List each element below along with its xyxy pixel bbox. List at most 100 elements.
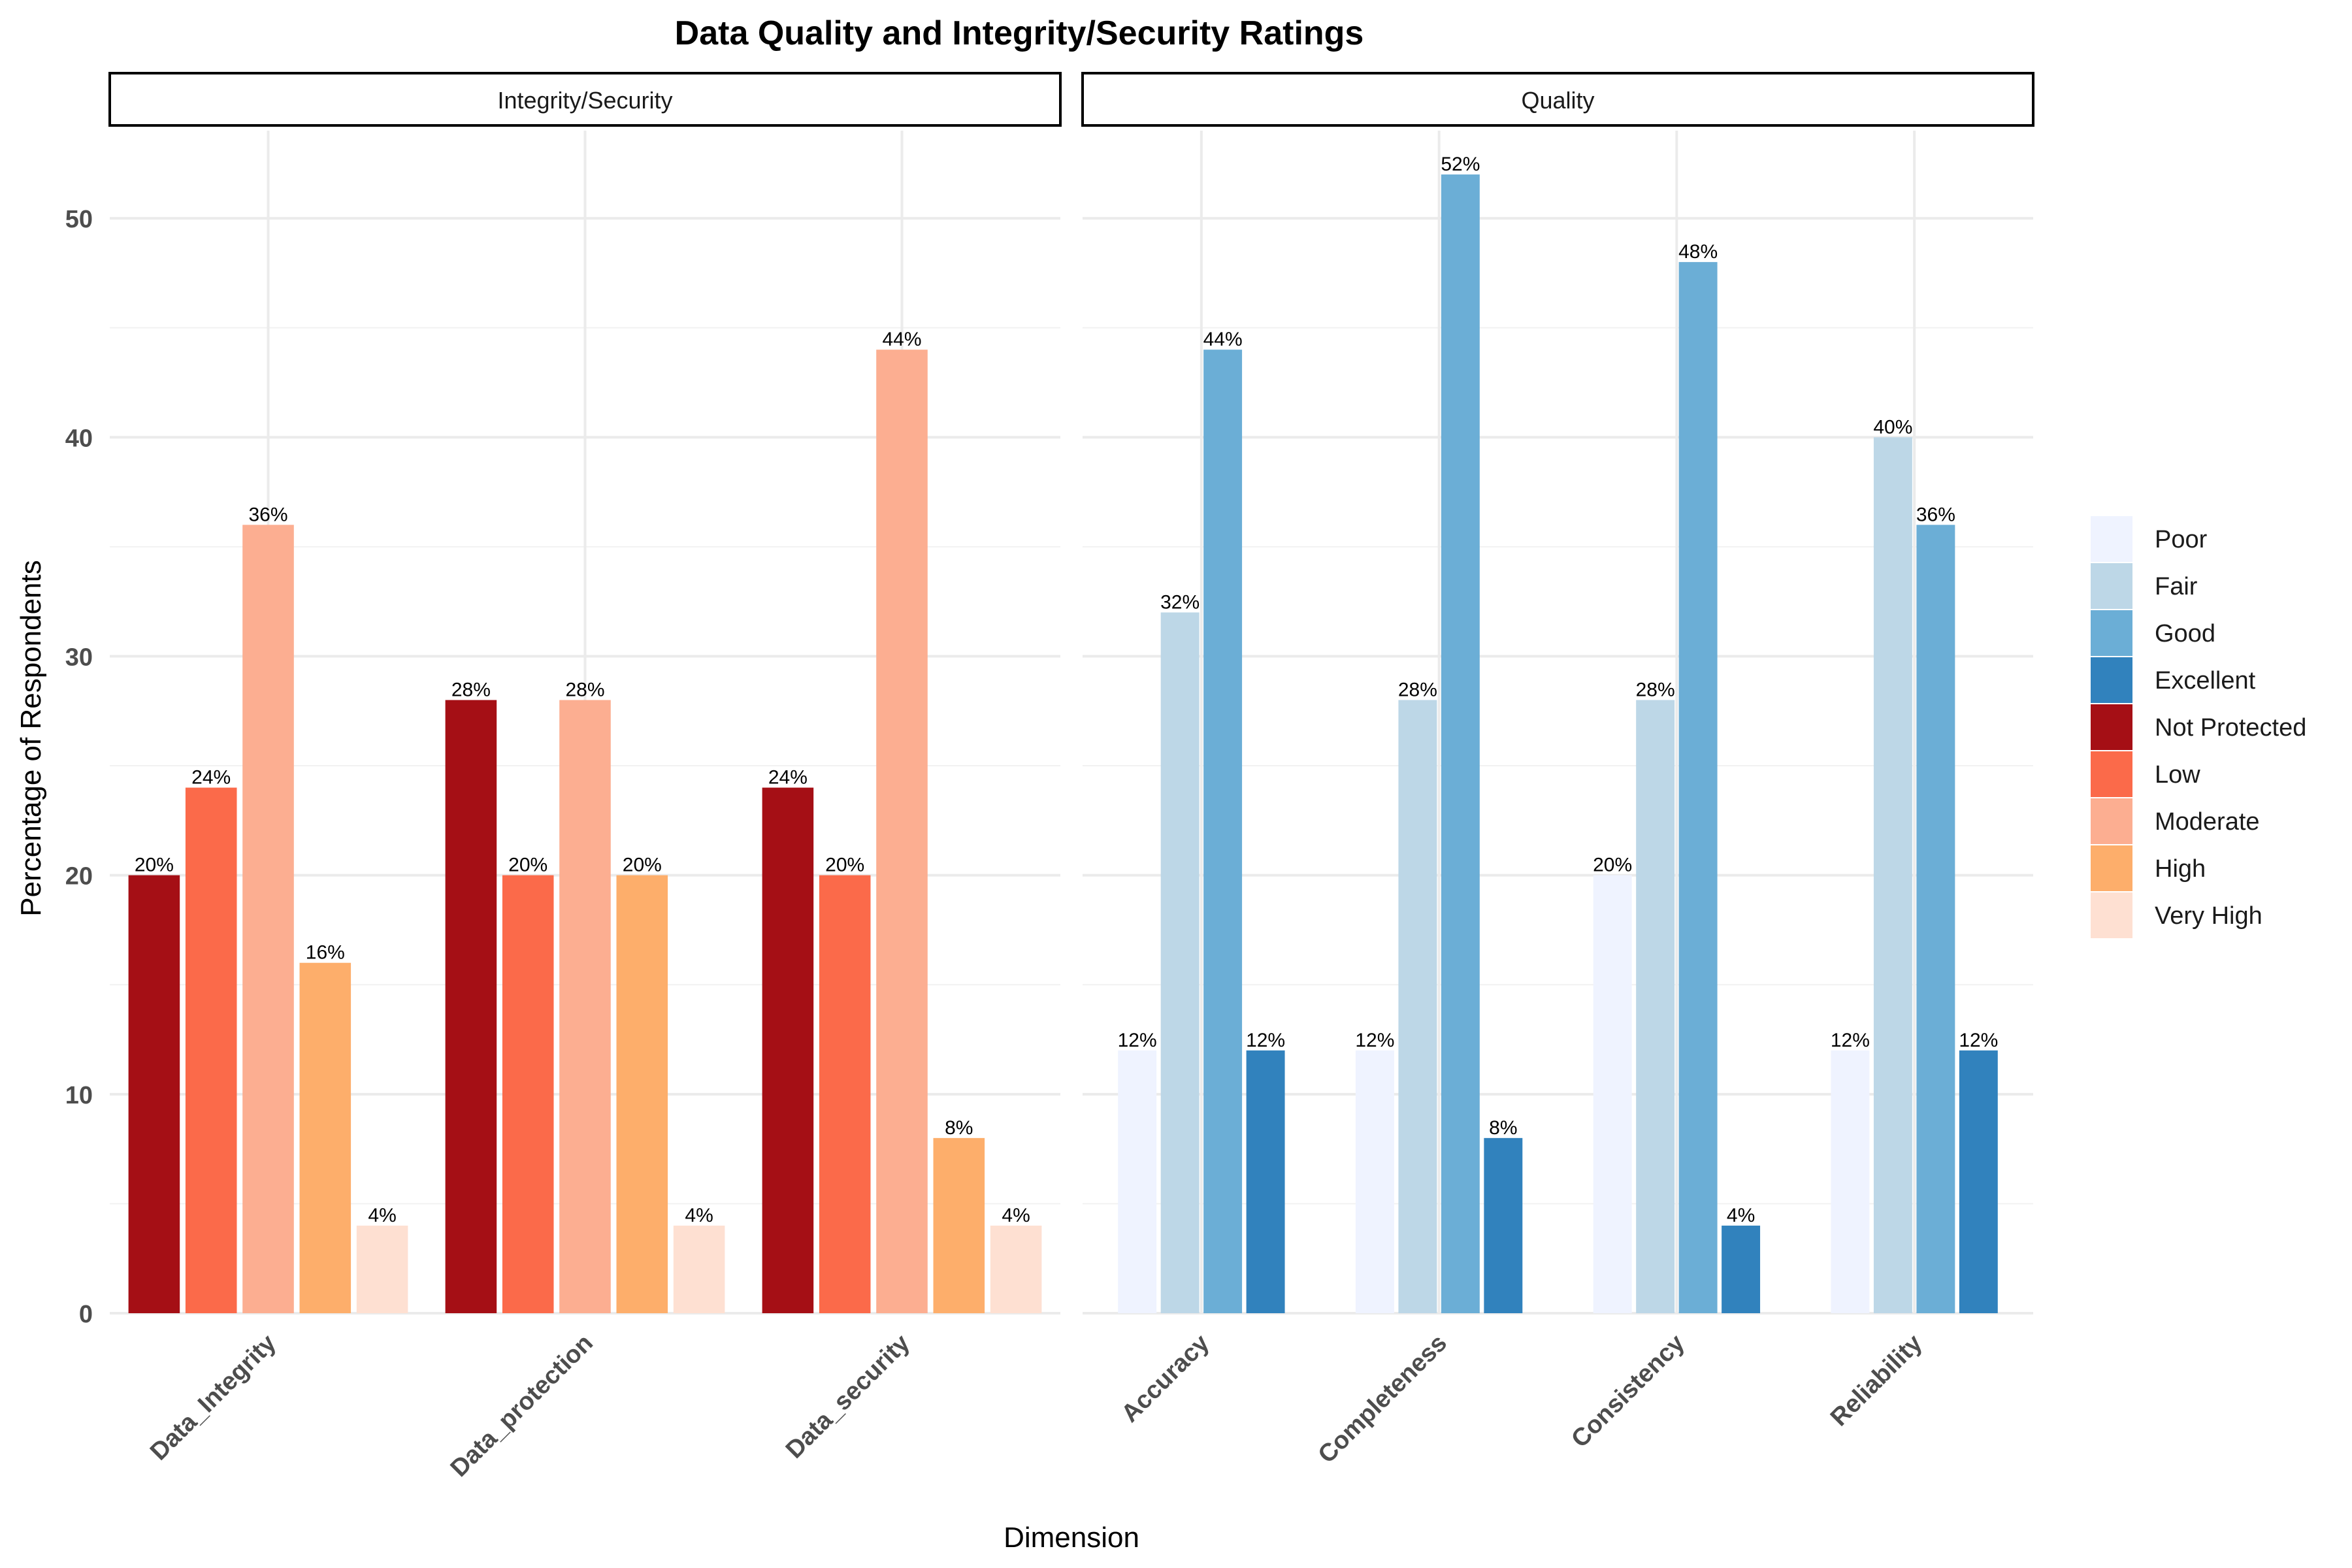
bar-value-label: 44% bbox=[1203, 329, 1243, 350]
facet-strip-label: Integrity/Security bbox=[497, 87, 672, 114]
bar-value-label: 20% bbox=[1593, 855, 1632, 876]
bar-value-label: 16% bbox=[306, 942, 345, 964]
bar-value-label: 12% bbox=[1831, 1030, 1870, 1051]
legend: Poor Fair Good Excellent Not Protected Low Mod… bbox=[2091, 516, 2306, 938]
facets: 0 10 20 30 40 50 Integrity/Security 20% 24% 36% 16… bbox=[65, 72, 2034, 1482]
facet-strip bbox=[108, 72, 1062, 127]
facet-strip bbox=[1081, 72, 2034, 127]
x-tick-label: Reliability bbox=[1825, 1330, 1928, 1432]
legend-item: Moderate bbox=[2091, 798, 2260, 844]
bar bbox=[876, 350, 928, 1313]
bar-value-label: 36% bbox=[1916, 504, 1955, 525]
legend-label: Not Protected bbox=[2155, 714, 2306, 742]
bar-value-label: 28% bbox=[451, 679, 491, 700]
legend-swatch bbox=[2091, 845, 2132, 891]
legend-swatch bbox=[2091, 704, 2132, 750]
bar bbox=[185, 787, 237, 1313]
bar bbox=[616, 875, 668, 1313]
bar-value-label: 20% bbox=[508, 855, 547, 876]
legend-item: Low bbox=[2091, 751, 2200, 797]
y-tick-label: 30 bbox=[65, 644, 93, 671]
bar-value-label: 28% bbox=[1636, 679, 1675, 700]
bar bbox=[502, 875, 554, 1313]
x-axis-title: Dimension bbox=[1004, 1522, 1139, 1554]
bar-value-label: 32% bbox=[1160, 591, 1200, 613]
bar bbox=[1831, 1050, 1870, 1313]
bar-value-label: 48% bbox=[1678, 241, 1718, 263]
bar bbox=[1722, 1225, 1761, 1313]
bar bbox=[1484, 1137, 1523, 1313]
legend-item: Poor bbox=[2091, 516, 2208, 562]
bar bbox=[559, 700, 611, 1313]
bar-value-label: 8% bbox=[1489, 1117, 1517, 1139]
bar bbox=[1441, 174, 1480, 1313]
bar-value-label: 12% bbox=[1246, 1030, 1285, 1051]
bar bbox=[445, 700, 497, 1313]
bar bbox=[1593, 875, 1632, 1313]
bar bbox=[819, 875, 871, 1313]
x-tick-label: Consistency bbox=[1566, 1330, 1690, 1453]
y-tick-label: 50 bbox=[65, 206, 93, 233]
legend-label: Low bbox=[2155, 761, 2200, 789]
x-tick-label: Data_Integrity bbox=[145, 1330, 282, 1466]
legend-item: High bbox=[2091, 845, 2206, 891]
legend-label: Excellent bbox=[2155, 667, 2256, 694]
bar-value-label: 44% bbox=[882, 329, 921, 350]
bar bbox=[1118, 1050, 1157, 1313]
bar bbox=[762, 787, 814, 1313]
legend-item: Good bbox=[2091, 610, 2215, 656]
bar-value-label: 28% bbox=[1398, 679, 1437, 700]
bar bbox=[1959, 1050, 1998, 1313]
bar bbox=[673, 1225, 725, 1313]
facet-panel: Quality 12% 32% 44% 12% Accuracy 12% 28% 52% 8% Co… bbox=[1081, 72, 2034, 1469]
bar bbox=[1246, 1050, 1285, 1313]
legend-swatch bbox=[2091, 610, 2132, 656]
legend-label: Moderate bbox=[2155, 808, 2260, 836]
legend-item: Excellent bbox=[2091, 657, 2256, 703]
legend-label: High bbox=[2155, 855, 2206, 883]
bar bbox=[933, 1137, 985, 1313]
x-tick-label: Data_protection bbox=[446, 1330, 598, 1482]
bar-value-label: 40% bbox=[1873, 416, 1912, 438]
bar-value-label: 20% bbox=[135, 855, 174, 876]
bar-value-label: 52% bbox=[1441, 154, 1480, 175]
facet-strip-label: Quality bbox=[1521, 87, 1594, 114]
legend-label: Poor bbox=[2155, 526, 2208, 553]
bar bbox=[1636, 700, 1675, 1313]
bar bbox=[990, 1225, 1042, 1313]
x-tick-label: Data_security bbox=[781, 1330, 915, 1464]
legend-swatch bbox=[2091, 798, 2132, 844]
bar-value-label: 20% bbox=[825, 855, 864, 876]
bar-value-label: 12% bbox=[1355, 1030, 1394, 1051]
bar bbox=[1678, 262, 1718, 1314]
bar-value-label: 36% bbox=[248, 504, 287, 525]
bar bbox=[1398, 700, 1437, 1313]
legend-item: Not Protected bbox=[2091, 704, 2306, 750]
legend-swatch bbox=[2091, 657, 2132, 703]
bar bbox=[128, 875, 180, 1313]
bar bbox=[1873, 437, 1912, 1313]
bar-value-label: 24% bbox=[768, 767, 808, 789]
legend-swatch bbox=[2091, 516, 2132, 562]
bar-value-label: 8% bbox=[945, 1117, 973, 1139]
legend-swatch bbox=[2091, 563, 2132, 609]
bar bbox=[1203, 350, 1243, 1313]
y-tick-label: 10 bbox=[65, 1082, 93, 1109]
legend-label: Fair bbox=[2155, 573, 2198, 600]
bar bbox=[299, 962, 351, 1313]
legend-item: Fair bbox=[2091, 563, 2198, 609]
bar-value-label: 12% bbox=[1959, 1030, 1998, 1051]
bar-value-label: 28% bbox=[565, 679, 604, 700]
bar bbox=[1916, 525, 1955, 1314]
bar bbox=[242, 525, 294, 1314]
bar-value-label: 4% bbox=[1002, 1205, 1030, 1226]
y-tick-label: 40 bbox=[65, 425, 93, 452]
x-tick-label: Accuracy bbox=[1117, 1330, 1215, 1428]
chart-title: Data Quality and Integrity/Security Rati… bbox=[675, 14, 1364, 52]
bar-value-label: 4% bbox=[1727, 1205, 1755, 1226]
legend-swatch bbox=[2091, 892, 2132, 938]
bar bbox=[1160, 612, 1200, 1313]
bar-value-label: 12% bbox=[1118, 1030, 1157, 1051]
legend-label: Very High bbox=[2155, 902, 2262, 930]
